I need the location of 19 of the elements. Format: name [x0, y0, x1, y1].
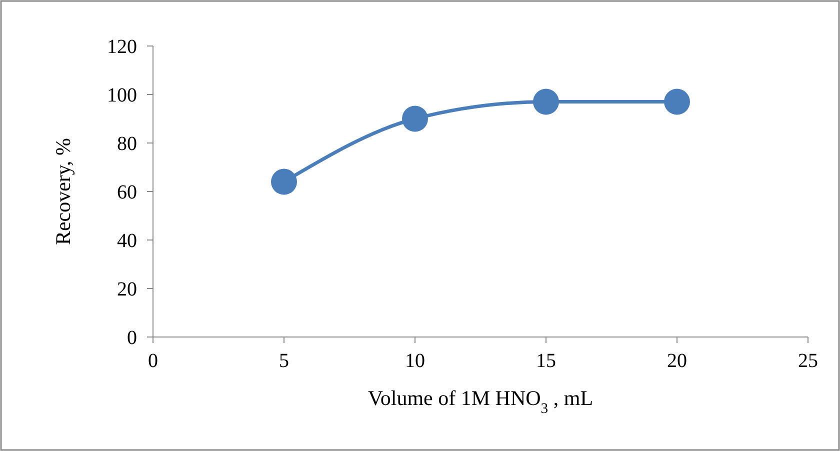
y-tick-label: 60	[117, 182, 137, 204]
x-axis-title: Volume of 1M HNO$_{3}$ , mL	[368, 386, 594, 417]
point	[533, 88, 559, 115]
y-tick-label: 80	[117, 133, 137, 155]
y-axis-title: Recovery, %	[51, 138, 75, 246]
point	[664, 88, 690, 115]
x-tick-label: 15	[536, 350, 556, 372]
x-tick-label: 5	[279, 350, 289, 372]
y-tick-label: 40	[117, 230, 137, 252]
x-tick-label: 25	[798, 350, 818, 372]
y-tick-label: 120	[107, 36, 137, 58]
y-tick-label: 20	[117, 278, 137, 300]
point	[402, 106, 428, 132]
y-tick-label: 0	[127, 327, 137, 349]
x-tick-label: 10	[405, 350, 425, 372]
x-tick-label: 20	[667, 350, 687, 372]
x-tick-label: 0	[148, 350, 158, 372]
y-tick-label: 100	[107, 84, 137, 106]
point	[271, 168, 297, 195]
